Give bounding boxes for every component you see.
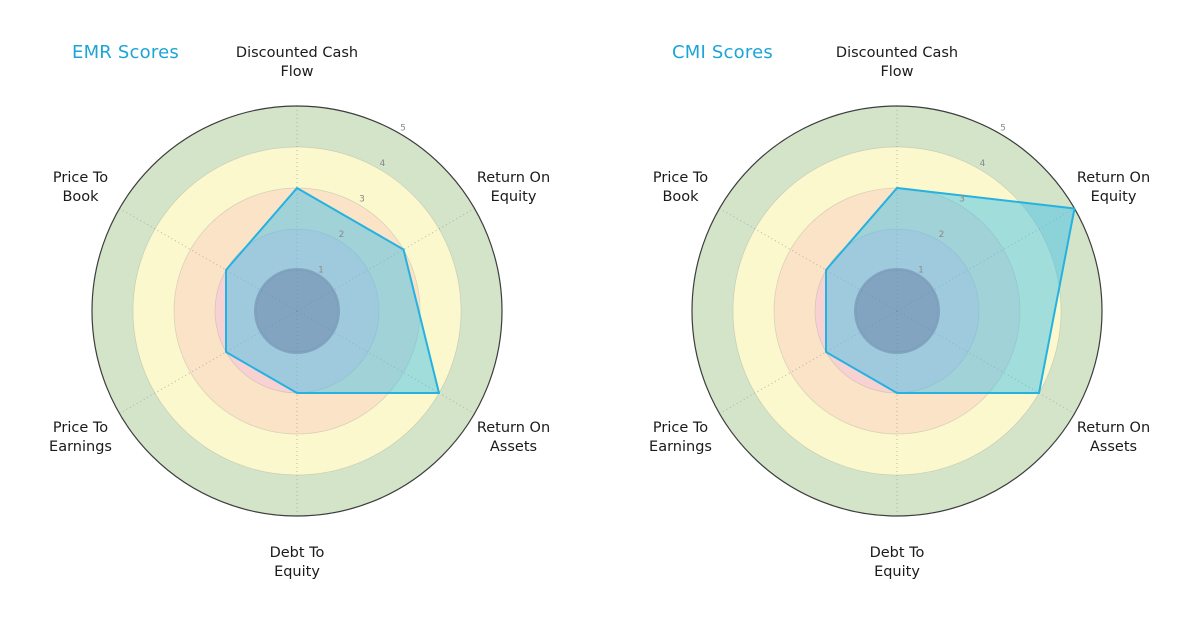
axis-label: Return On Equity xyxy=(477,170,550,205)
tick-label: 4 xyxy=(380,159,386,169)
tick-label: 3 xyxy=(959,194,965,204)
chart-title-emr: EMR Scores xyxy=(72,42,179,63)
axis-label: Return On Assets xyxy=(1077,420,1150,455)
axis-label: Price To Earnings xyxy=(649,420,712,455)
axis-label: Price To Book xyxy=(653,170,708,205)
tick-label: 2 xyxy=(939,230,945,240)
tick-label: 5 xyxy=(400,123,406,133)
tick-label: 4 xyxy=(980,159,986,169)
tick-label: 5 xyxy=(1000,123,1006,133)
tick-label: 2 xyxy=(339,230,345,240)
emr-radar-chart: EMR Scores 1 2 3 4 5 Discounted Cash Flow Retur… xyxy=(49,42,550,580)
axis-label: Return On Assets xyxy=(477,420,550,455)
chart-title-cmi: CMI Scores xyxy=(672,42,773,63)
axis-label: Price To Book xyxy=(53,170,108,205)
outer-circle xyxy=(91,105,503,517)
score-polygon xyxy=(225,187,440,394)
tick-label: 1 xyxy=(918,265,924,275)
score-polygon xyxy=(825,187,1076,394)
outer-circle xyxy=(691,105,1103,517)
axis-label: Discounted Cash Flow xyxy=(236,45,358,80)
tick-label: 3 xyxy=(359,194,365,204)
axis-label: Price To Earnings xyxy=(49,420,112,455)
center-disc xyxy=(853,267,941,355)
center-disc xyxy=(253,267,341,355)
axis-label: Discounted Cash Flow xyxy=(836,45,958,80)
radar-chart-svg-cmi: 1 2 3 4 5 Discounted Cash Flow Return On Equity R… xyxy=(649,45,1150,580)
axis-label: Debt To Equity xyxy=(870,545,925,580)
tick-label: 1 xyxy=(318,265,324,275)
radar-chart-svg-emr: 1 2 3 4 5 Discounted Cash Flow Return On Equity R… xyxy=(49,45,550,580)
cmi-radar-chart: CMI Scores 1 2 3 4 5 Discounted Cash Flow Retur… xyxy=(600,0,1200,625)
axis-label: Debt To Equity xyxy=(270,545,325,580)
axis-label: Return On Equity xyxy=(1077,170,1150,205)
